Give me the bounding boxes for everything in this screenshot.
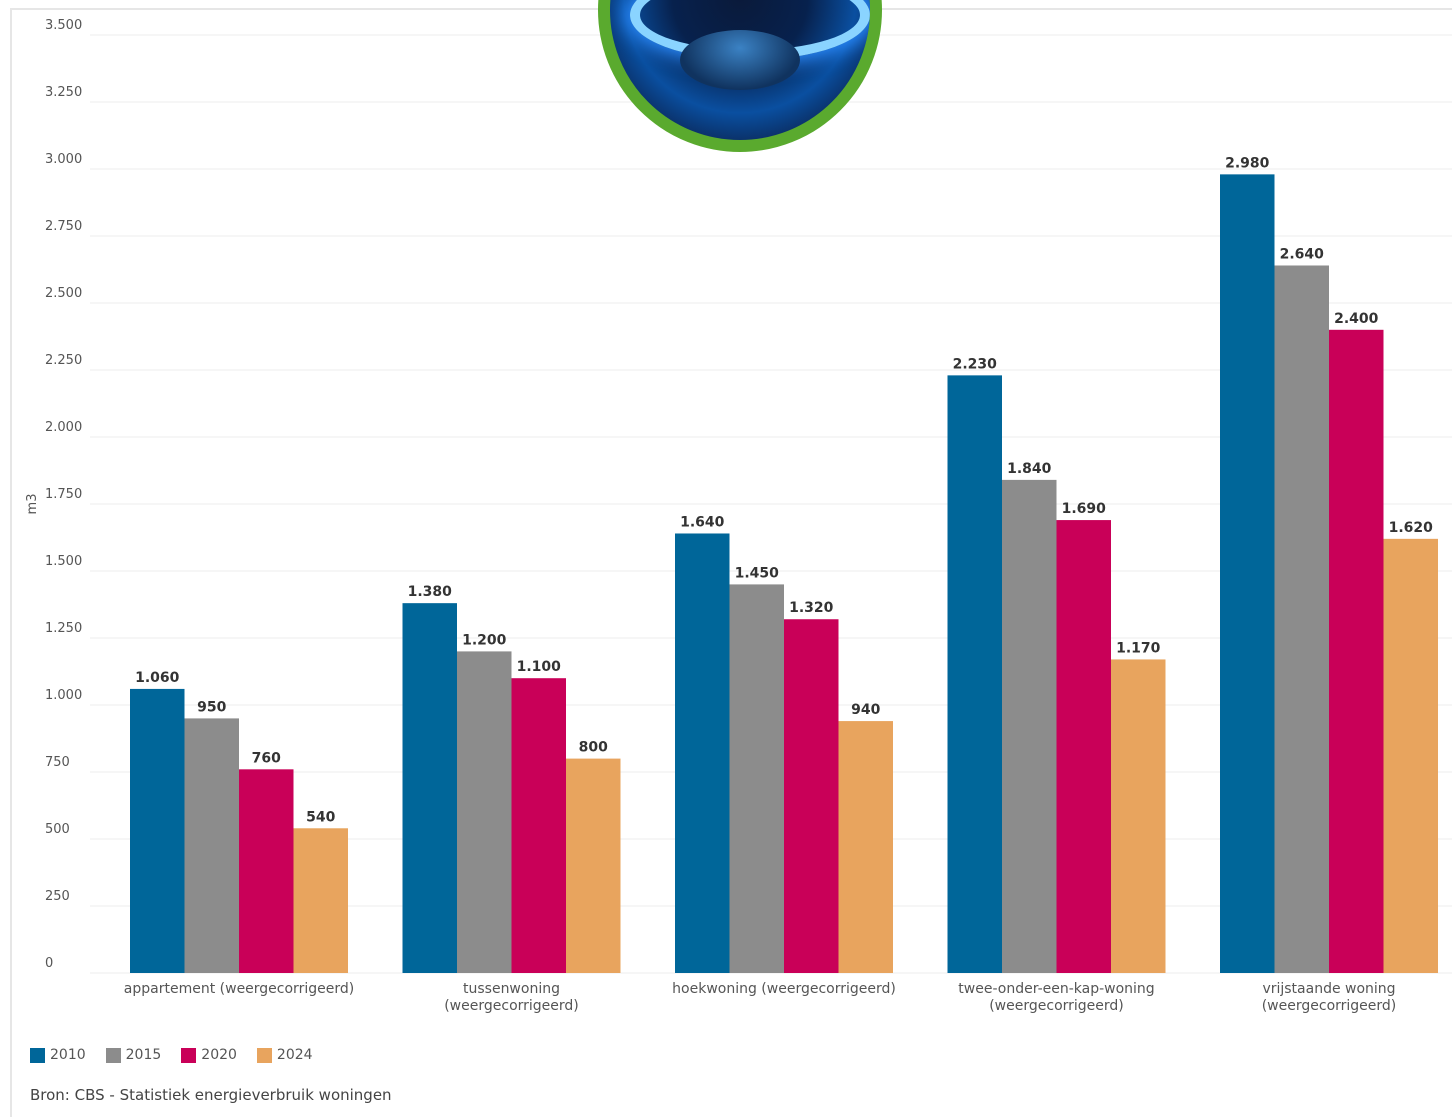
value-label: 1.200 bbox=[462, 632, 507, 648]
category-label: (weergecorrigeerd) bbox=[444, 998, 579, 1014]
bar-2015 bbox=[1274, 265, 1329, 974]
legend-item-2020[interactable]: 2020 bbox=[181, 1047, 237, 1063]
y-tick-label: 1.500 bbox=[45, 554, 82, 569]
category-label: twee-onder-een-kap-woning bbox=[958, 981, 1154, 997]
y-axis-label: m3 bbox=[25, 494, 40, 515]
bar-2020 bbox=[784, 619, 839, 973]
value-label: 940 bbox=[851, 702, 880, 718]
category-label: hoekwoning (weergecorrigeerd) bbox=[672, 981, 896, 997]
value-label: 1.450 bbox=[735, 565, 780, 581]
legend-item-2024[interactable]: 2024 bbox=[256, 1047, 313, 1063]
legend-label: 2020 bbox=[201, 1047, 237, 1063]
bar-2015 bbox=[184, 718, 239, 973]
y-tick-label: 3.250 bbox=[45, 85, 82, 100]
y-tick-label: 1.250 bbox=[45, 621, 82, 636]
y-tick-label: 2.000 bbox=[45, 420, 82, 435]
bar-2010 bbox=[947, 375, 1002, 973]
value-label: 1.620 bbox=[1389, 520, 1434, 536]
bar-2024 bbox=[566, 758, 621, 973]
bar-2015 bbox=[729, 584, 784, 973]
category-label: appartement (weergecorrigeerd) bbox=[124, 981, 354, 997]
legend-swatch bbox=[256, 1047, 272, 1063]
bar-2010 bbox=[402, 603, 457, 973]
value-label: 1.100 bbox=[517, 659, 562, 675]
category-label: tussenwoning bbox=[463, 981, 560, 997]
y-tick-label: 0 bbox=[45, 956, 53, 971]
y-tick-label: 2.250 bbox=[45, 353, 82, 368]
y-tick-label: 250 bbox=[45, 889, 70, 904]
bar-2020 bbox=[239, 769, 294, 973]
y-tick-labels: 0 250 500 750 1.000 1.250 1.500 1.750 2.000 2.250… bbox=[45, 18, 82, 971]
value-label: 760 bbox=[252, 750, 281, 766]
legend-label: 2010 bbox=[50, 1047, 86, 1063]
value-label: 950 bbox=[197, 699, 226, 715]
value-label: 2.640 bbox=[1280, 246, 1325, 262]
bars bbox=[130, 174, 1438, 974]
category-labels: appartement (weergecorrigeerd) tussenwoni… bbox=[124, 981, 1396, 1014]
bar-2010 bbox=[130, 688, 185, 973]
value-label: 1.170 bbox=[1116, 640, 1161, 656]
bar-2020 bbox=[1329, 329, 1384, 973]
category-label: (weergecorrigeerd) bbox=[989, 998, 1124, 1014]
category-label: vrijstaande woning bbox=[1262, 981, 1395, 997]
value-label: 1.060 bbox=[135, 670, 180, 686]
value-label: 540 bbox=[306, 809, 335, 825]
y-tick-label: 3.500 bbox=[45, 18, 82, 33]
value-label: 2.230 bbox=[953, 356, 998, 372]
bar-2020 bbox=[511, 678, 566, 973]
value-label: 2.400 bbox=[1334, 311, 1379, 327]
legend-item-2010[interactable]: 2010 bbox=[30, 1047, 86, 1063]
y-tick-label: 750 bbox=[45, 755, 70, 770]
source-note: Bron: CBS - Statistiek energieverbruik w… bbox=[30, 1086, 392, 1104]
value-labels: 1.060 950 760 540 1.380 1.200 1.100 800 1.640 1.4… bbox=[135, 155, 1433, 825]
y-tick-label: 2.500 bbox=[45, 286, 82, 301]
value-label: 1.640 bbox=[680, 514, 725, 530]
bar-2024 bbox=[293, 828, 348, 973]
value-label: 1.840 bbox=[1007, 461, 1052, 477]
legend-swatch bbox=[181, 1047, 197, 1063]
legend-swatch bbox=[105, 1047, 121, 1063]
y-tick-label: 1.750 bbox=[45, 487, 82, 502]
y-tick-label: 500 bbox=[45, 822, 70, 837]
legend-swatch bbox=[30, 1047, 45, 1063]
value-label: 2.980 bbox=[1225, 155, 1270, 171]
bar-2010 bbox=[1220, 174, 1275, 974]
bar-2015 bbox=[457, 651, 512, 973]
category-label: (weergecorrigeerd) bbox=[1262, 998, 1397, 1014]
bar-2010 bbox=[675, 533, 730, 973]
bar-2015 bbox=[1002, 479, 1057, 973]
legend: 2010 2015 2020 2024 bbox=[30, 1047, 313, 1063]
legend-item-2015[interactable]: 2015 bbox=[105, 1047, 162, 1063]
value-label: 800 bbox=[579, 740, 608, 756]
legend-label: 2015 bbox=[125, 1047, 162, 1063]
legend-label: 2024 bbox=[276, 1047, 313, 1063]
bar-2024 bbox=[1383, 538, 1438, 973]
bar-2024 bbox=[838, 721, 893, 973]
value-label: 1.690 bbox=[1062, 501, 1107, 517]
bar-2024 bbox=[1111, 659, 1166, 973]
bar-2020 bbox=[1056, 520, 1111, 973]
y-tick-label: 1.000 bbox=[45, 688, 82, 703]
y-tick-label: 3.000 bbox=[45, 152, 82, 167]
value-label: 1.320 bbox=[789, 600, 834, 616]
y-tick-label: 2.750 bbox=[45, 219, 82, 234]
value-label: 1.380 bbox=[408, 584, 453, 600]
